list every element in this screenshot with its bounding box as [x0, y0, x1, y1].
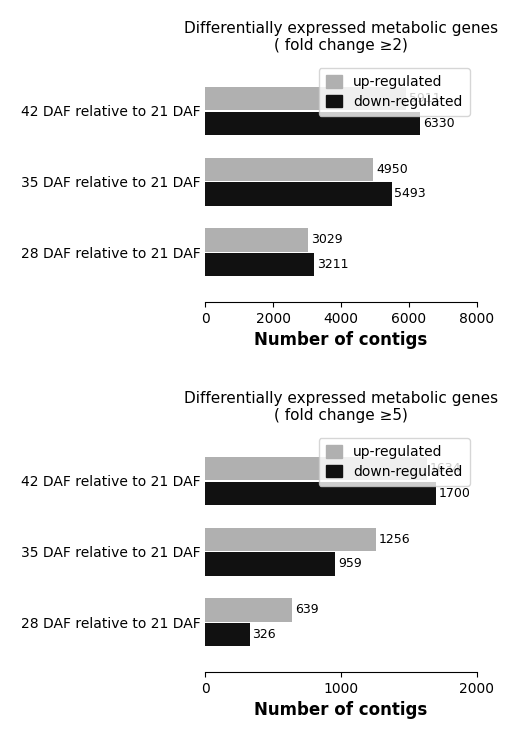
Bar: [205, 182, 391, 206]
Text: 959: 959: [338, 557, 362, 571]
Text: 5911: 5911: [408, 92, 440, 105]
Text: 3211: 3211: [317, 258, 349, 272]
Text: 1634: 1634: [430, 462, 461, 475]
Bar: [205, 623, 250, 647]
Bar: [205, 528, 376, 551]
Legend: up-regulated, down-regulated: up-regulated, down-regulated: [319, 68, 470, 115]
Text: 639: 639: [295, 604, 318, 616]
Text: 6330: 6330: [423, 117, 454, 130]
Bar: [205, 87, 406, 110]
Bar: [205, 457, 427, 480]
Text: 1256: 1256: [379, 533, 410, 545]
Legend: up-regulated, down-regulated: up-regulated, down-regulated: [319, 438, 470, 485]
Text: 1700: 1700: [439, 487, 471, 500]
Bar: [205, 552, 335, 576]
Text: 3029: 3029: [311, 234, 342, 246]
X-axis label: Number of contigs: Number of contigs: [254, 702, 427, 719]
Bar: [205, 599, 292, 622]
X-axis label: Number of contigs: Number of contigs: [254, 332, 427, 349]
Bar: [205, 229, 308, 252]
Bar: [205, 158, 373, 181]
Bar: [205, 253, 314, 277]
Text: 326: 326: [252, 628, 276, 642]
Title: Differentially expressed metabolic genes
( fold change ≥2): Differentially expressed metabolic genes…: [184, 21, 498, 53]
Text: 5493: 5493: [394, 187, 426, 201]
Bar: [205, 482, 436, 505]
Title: Differentially expressed metabolic genes
( fold change ≥5): Differentially expressed metabolic genes…: [184, 391, 498, 423]
Bar: [205, 112, 420, 135]
Text: 4950: 4950: [376, 163, 408, 175]
